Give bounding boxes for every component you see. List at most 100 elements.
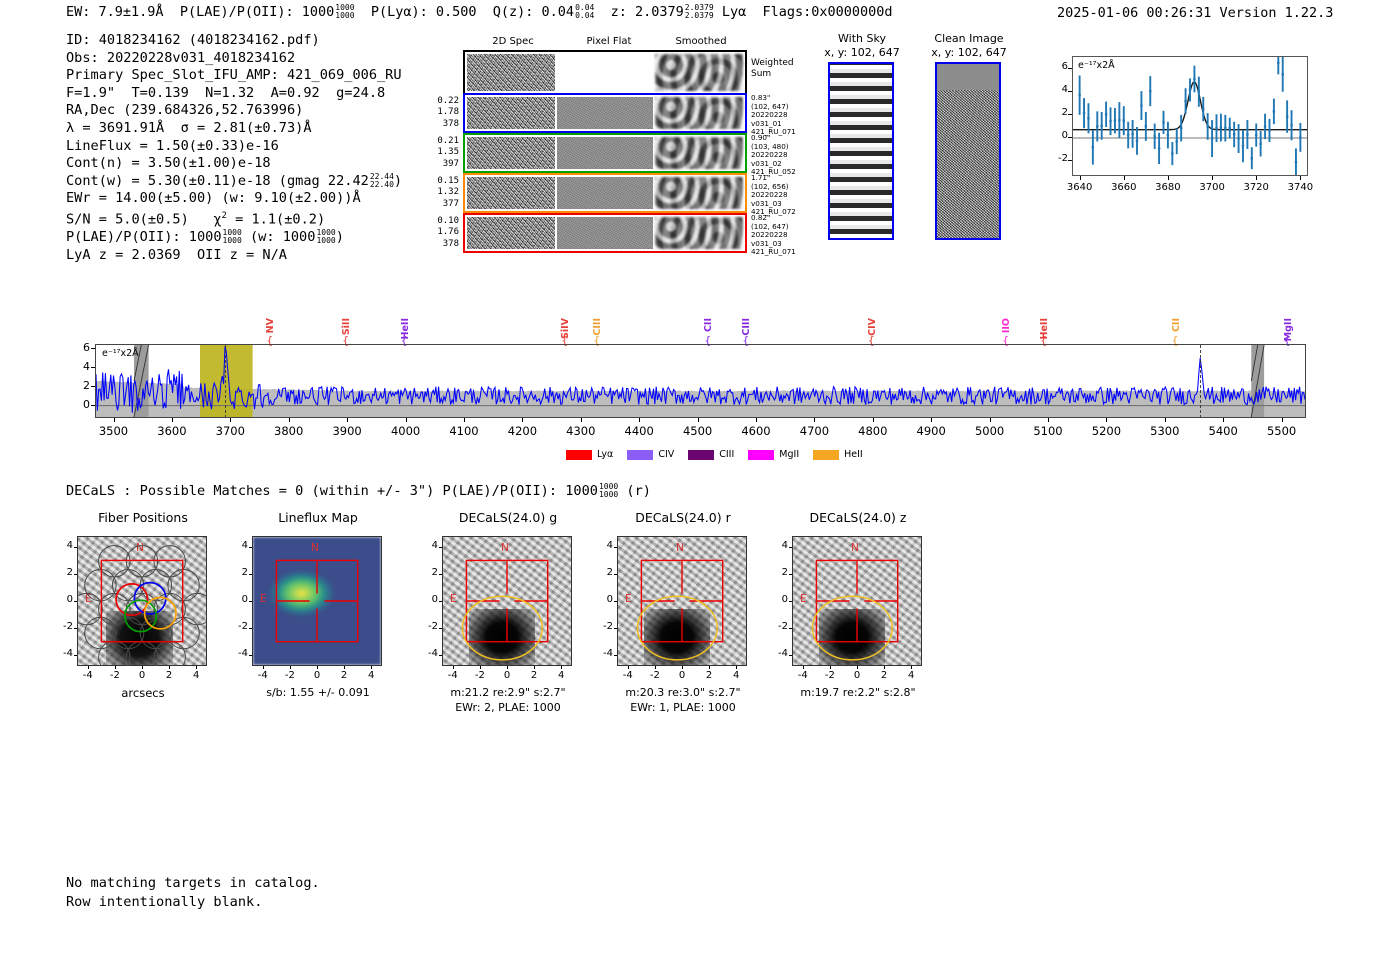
cutout-ytick-2-3: 2	[431, 566, 438, 578]
cutout-xtick-mark-1-0	[262, 666, 264, 669]
cutout-caption1-2: m:21.2 re:2.9" s:2.7"	[450, 686, 566, 699]
compass-east-4: E	[800, 593, 807, 605]
fs-xtick: 4800	[858, 424, 888, 438]
compass-east-2: E	[450, 593, 457, 605]
legend-swatch-Lyα	[566, 449, 592, 460]
compass-east-1: E	[260, 593, 267, 605]
with-sky-title: With Sky	[838, 32, 886, 45]
fiber-row-2-smoothed	[655, 177, 743, 209]
cutout-xtick-mark-1-2	[317, 666, 318, 669]
compass-east-0: E	[85, 593, 92, 605]
lp-ytick-mark	[1068, 137, 1072, 138]
cutout-image-3	[617, 536, 747, 666]
line-profile-chart: e⁻¹⁷x2Å -2 0 2 4 6 3640 3660 3680 3700 3720 3740	[1040, 52, 1313, 222]
cutout-xtick-mark-4-1	[829, 666, 831, 669]
fs-xtick-mark	[113, 418, 115, 422]
cutout-ytick-mark-3-3	[614, 573, 617, 575]
cutout-caption2-2: EWr: 2, PLAE: 1000	[455, 701, 561, 714]
cutout-xtick-mark-1-1	[289, 666, 291, 669]
cutout-ytick-4-3: 2	[781, 566, 788, 578]
cutout-xtick-mark-3-0	[627, 666, 629, 669]
cutout-panel-1: Lineflux Map N E -4 -4 -2 -2 0 0 2 2 4 4 s/b: 1.55 +/…	[230, 510, 406, 735]
fs-ytick: 2	[83, 378, 90, 392]
fiber-row-2	[463, 173, 747, 213]
clean-image-image	[935, 62, 1001, 240]
line-profile-axes	[1072, 56, 1308, 176]
legend-swatch-CIII	[688, 449, 715, 460]
fs-xtick-mark	[814, 418, 816, 422]
decals-header: DECaLS : Possible Matches = 0 (within +/…	[66, 482, 651, 500]
fs-xtick-mark	[989, 418, 991, 422]
cutout-xtick-mark-2-4	[561, 666, 563, 669]
info-wavelength: λ = 3691.91Å σ = 2.81(±0.73)Å	[66, 119, 312, 136]
cutout-ytick-mark-0-3	[74, 573, 77, 575]
fiber-row-2-pixelflat	[557, 177, 653, 209]
legend-label-CIII: CIII	[719, 449, 735, 460]
lp-xtick: 3680	[1155, 182, 1181, 193]
cutout-xtick-mark-0-4	[196, 666, 198, 669]
cutout-xtick-2-0: -4	[447, 670, 458, 681]
cutout-xtick-4-2: 0	[853, 670, 861, 681]
fs-xtick-mark	[347, 418, 349, 422]
info-seeing: F=1.9" T=0.139 N=1.32 A=0.92 g=24.8	[66, 84, 386, 101]
cutout-ytick-2-4: 4	[431, 539, 438, 551]
cutout-ytick-3-2: 0	[606, 594, 613, 605]
cutout-xtick-mark-4-3	[884, 666, 886, 669]
fiber-row-1-pixelflat	[557, 137, 653, 169]
cutout-xtick-0-4: 4	[193, 670, 200, 681]
plya-label: P(Lyα):	[370, 4, 428, 20]
lp-ytick: 6	[1061, 60, 1068, 72]
info-ewr: EWr = 14.00(±5.00) (w: 9.10(±2.00))Å	[66, 190, 361, 207]
fs-xtick: 5500	[1266, 424, 1297, 438]
cutout-overlay-4	[811, 559, 899, 661]
cutout-xtick-0-3: 2	[165, 670, 173, 681]
cutout-ytick-mark-1-1	[249, 628, 252, 630]
z-label: z:	[610, 4, 627, 20]
cutout-ytick-1-2: 0	[241, 594, 248, 605]
weighted-sum-2dspec-image	[467, 54, 555, 91]
cutout-xtick-0-1: -2	[109, 670, 120, 681]
cutout-xtick-mark-3-3	[709, 666, 711, 669]
fs-xtick: 4200	[507, 424, 538, 438]
cutout-xtick-mark-3-4	[736, 666, 738, 669]
cutout-ytick-mark-2-4	[439, 546, 442, 548]
fs-xtick: 4700	[799, 424, 830, 438]
fs-xtick-mark	[288, 418, 290, 422]
fs-ytick-mark	[91, 347, 95, 349]
cutout-xtick-4-0: -4	[797, 670, 808, 681]
line-profile-svg	[1073, 57, 1307, 175]
cutout-xtick-mark-2-1	[479, 666, 481, 669]
cutout-title-0: Fiber Positions	[98, 510, 188, 525]
cutout-panels: Fiber Positions N E -4 -4 -2 -2 0 0 2 2 4 4 arcsecs Li…	[55, 510, 1055, 740]
full-spectrum-svg	[96, 345, 1305, 417]
cutout-xtick-1-4: 4	[368, 670, 375, 681]
cutout-ytick-4-4: 4	[781, 539, 788, 551]
full-spectrum-legend: Lyα CIV CIII MgII HeII	[566, 444, 877, 463]
compass-north-2: N	[501, 542, 509, 554]
cutout-ytick-1-4: 4	[241, 539, 248, 551]
col-title-pixelflat: Pixel Flat	[586, 36, 632, 47]
fs-ytick: 4	[83, 359, 90, 373]
fs-xtick: 4300	[566, 424, 596, 438]
cutout-caption2-3: EWr: 1, PLAE: 1000	[630, 701, 736, 714]
cutout-overlay-1	[275, 559, 359, 643]
fiber-row-1-metrics: 0.21 1.35 397	[437, 136, 459, 169]
cutout-xtick-3-1: -2	[649, 670, 660, 681]
flags-value: Flags:0x0000000d	[762, 4, 893, 20]
fiber-row-0-side: 0.83" (102, 647) 20220228 v031_01 421_RU_071	[751, 93, 796, 137]
cutout-ytick-mark-2-0	[439, 655, 442, 657]
fiber-row-1-side: 0.90" (103, 480) 20220228 v031_02 421_RU_052	[751, 133, 796, 177]
cutout-ytick-2-2: 0	[431, 594, 438, 605]
compass-north-4: N	[851, 542, 859, 554]
emission-bracket-MgII: {	[1283, 334, 1291, 347]
cutout-xtick-3-0: -4	[622, 670, 633, 681]
z-value: 2.0379	[635, 4, 684, 20]
lp-ytick-mark	[1068, 90, 1072, 92]
cutout-xtick-mark-0-2	[142, 666, 143, 669]
cutout-ytick-mark-1-4	[249, 546, 252, 548]
info-cont-n: Cont(n) = 3.50(±1.00)e-18	[66, 155, 271, 172]
info-sn-chi2: S/N = 5.0(±0.5) χ2 = 1.1(±0.2)	[66, 210, 326, 228]
fs-xtick: 5100	[1033, 424, 1063, 438]
info-cont-w: Cont(w) = 5.30(±0.11)e-18 (gmag 22.42 22.…	[66, 171, 403, 189]
cutout-ytick-3-4: 4	[606, 539, 613, 551]
